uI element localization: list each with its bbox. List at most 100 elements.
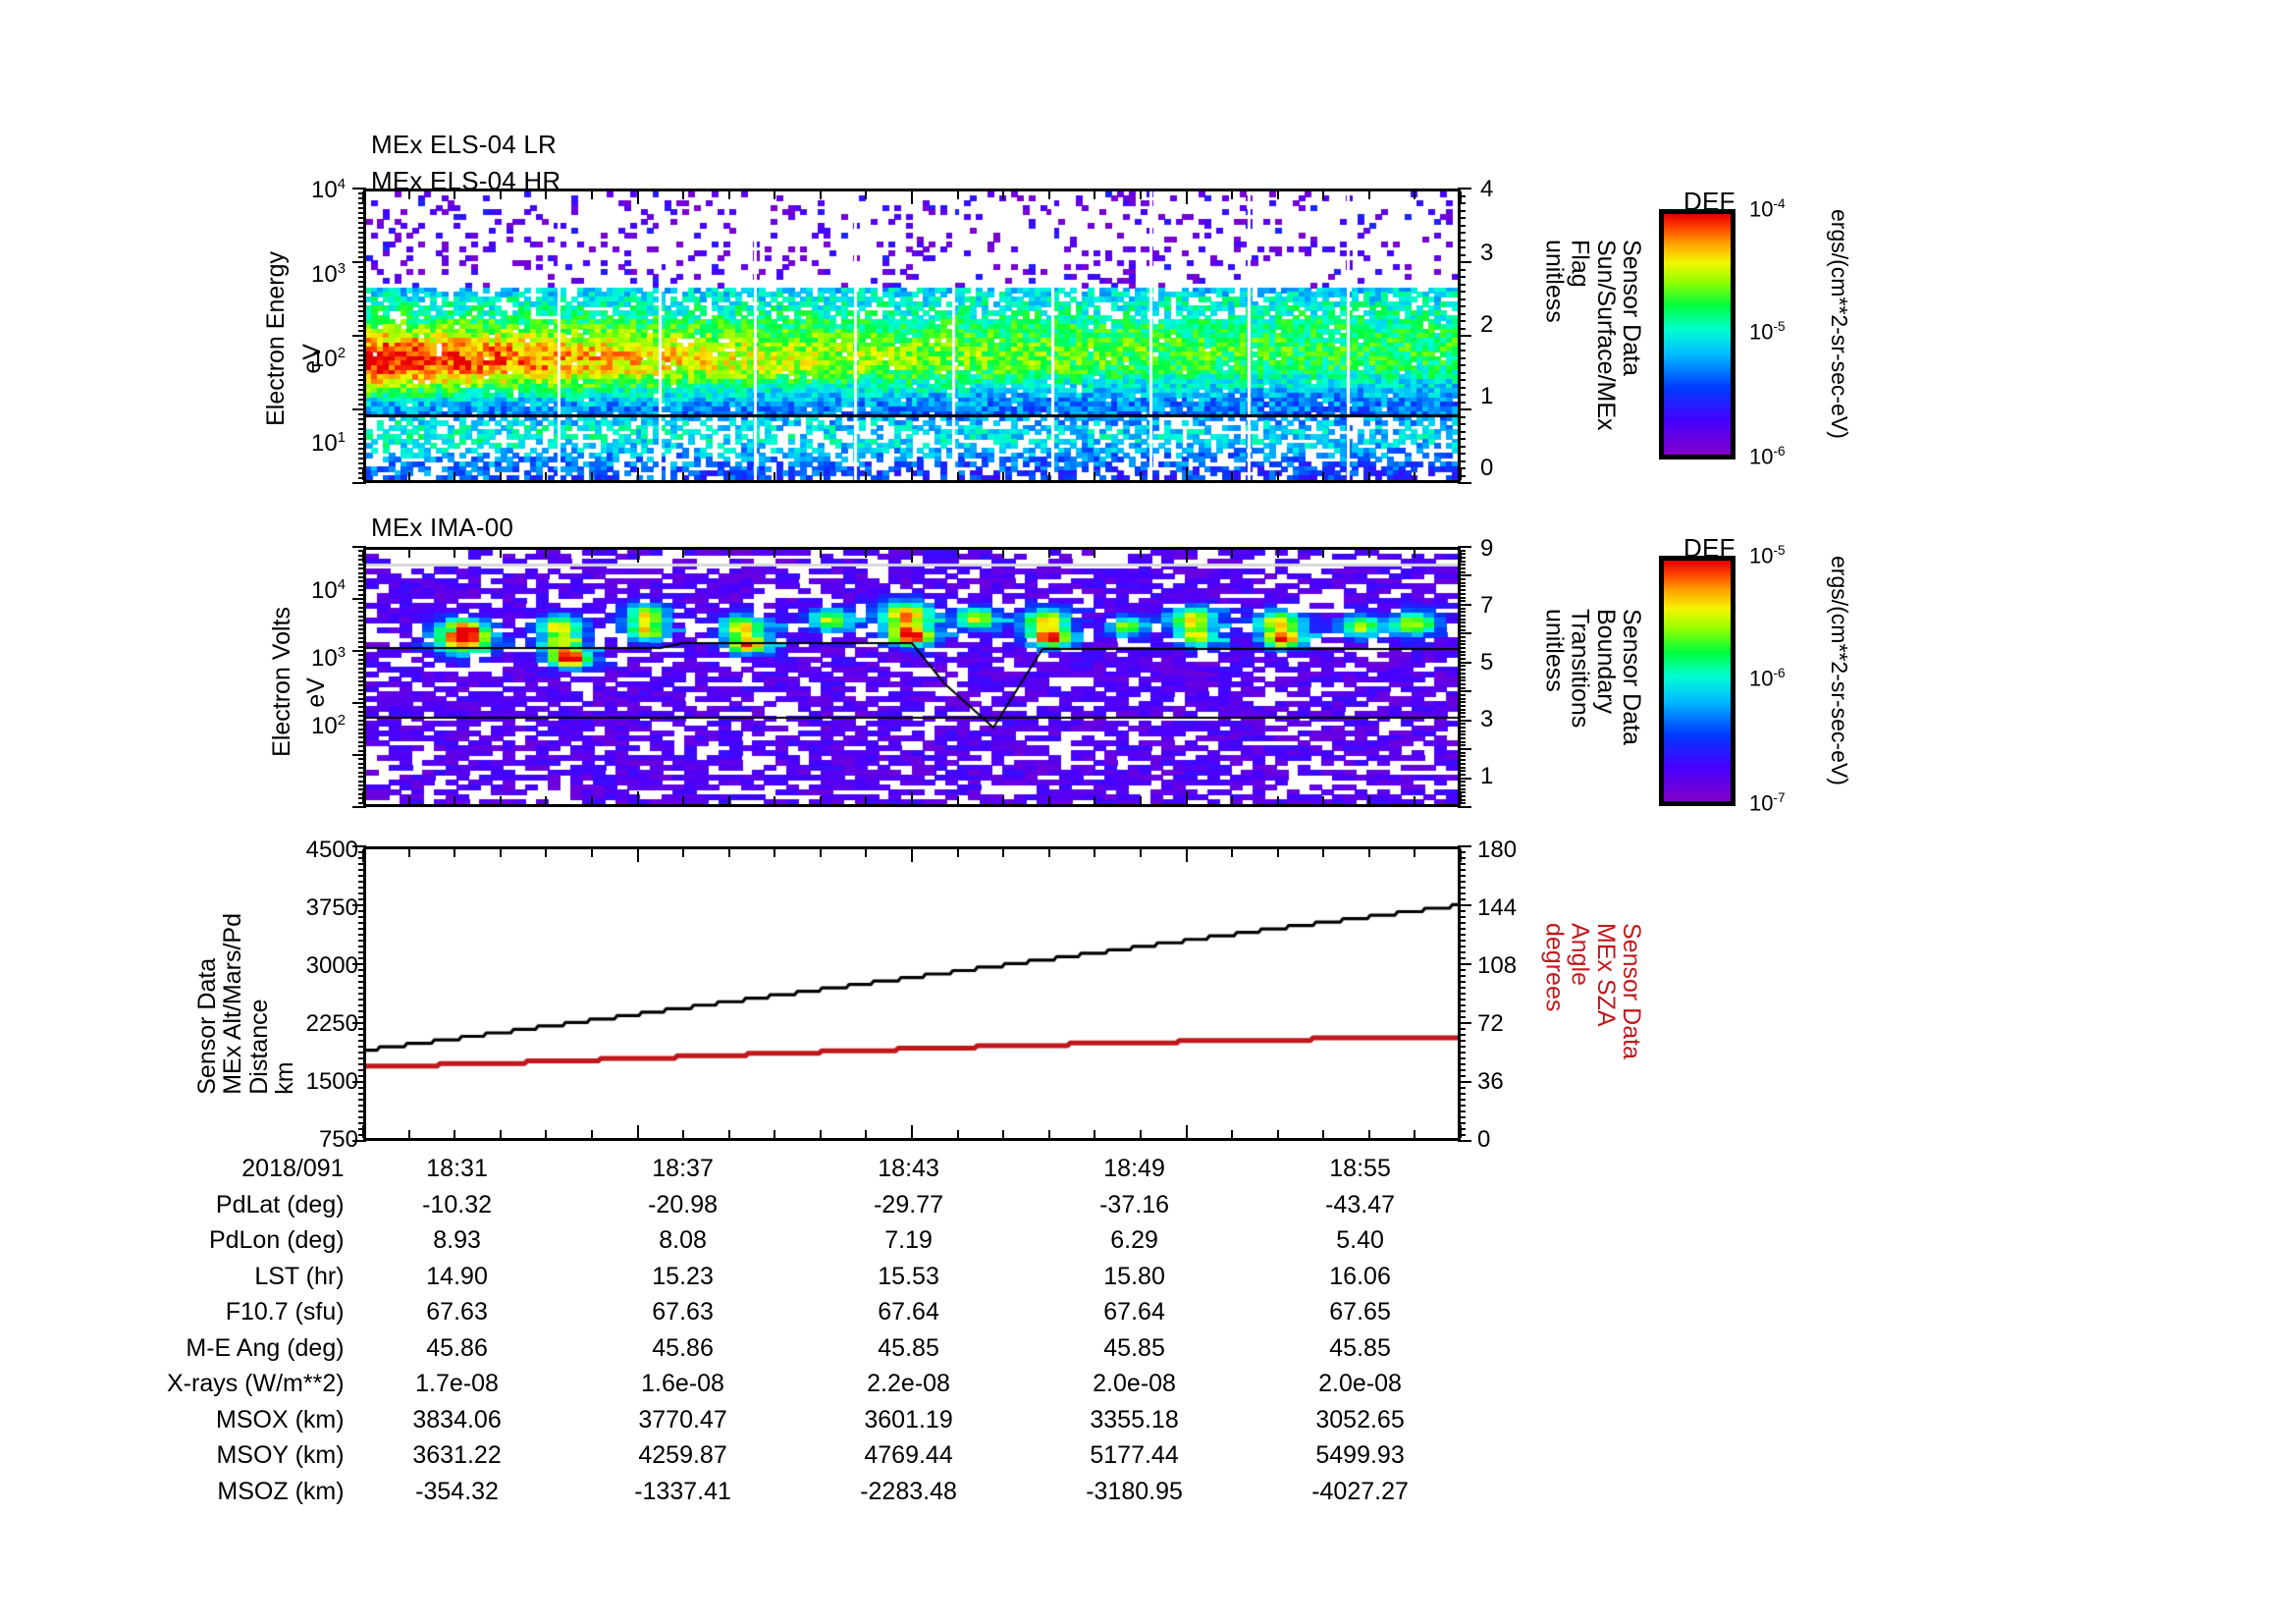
axis-tick (682, 191, 685, 199)
axis-tick (1094, 1130, 1096, 1138)
axis-tick (1094, 550, 1096, 558)
table-cell: 45.85 (878, 1333, 939, 1362)
axis-tick (1458, 857, 1466, 859)
ima-spectrogram-panel[interactable] (363, 547, 1461, 807)
axis-tick (1047, 796, 1050, 804)
axis-tick (358, 706, 366, 709)
axis-tick (1458, 740, 1466, 743)
axis-tick (1458, 415, 1466, 418)
sza-ytick-0: 0 (1477, 1126, 1491, 1153)
sza-ytick-144: 144 (1477, 894, 1518, 921)
axis-tick (358, 728, 366, 730)
axis-tick (499, 1130, 502, 1138)
axis-tick (636, 191, 639, 204)
axis-tick (1458, 940, 1466, 942)
axis-tick (358, 1075, 366, 1077)
axis-tick (358, 658, 366, 661)
axis-tick (358, 641, 366, 644)
axis-tick (1002, 191, 1005, 199)
axis-tick (1458, 676, 1466, 678)
axis-tick (956, 1130, 959, 1138)
axis-tick (358, 881, 366, 883)
axis-tick (911, 1125, 913, 1138)
sza-ytick-36: 36 (1477, 1068, 1504, 1095)
axis-tick (1458, 794, 1466, 797)
axis-tick (1047, 550, 1050, 558)
axis-tick (358, 296, 366, 298)
table-row-label: MSOX (km) (216, 1405, 345, 1434)
axis-tick (1458, 585, 1466, 588)
axis-tick (358, 620, 366, 622)
axis-tick (956, 849, 959, 857)
table-cell: 1.7e-08 (415, 1370, 499, 1397)
axis-tick (1458, 737, 1466, 740)
axis-tick (454, 191, 456, 199)
axis-tick (1458, 643, 1466, 646)
axis-tick (1002, 550, 1005, 558)
axis-tick (1094, 796, 1096, 804)
axis-tick (956, 191, 959, 199)
table-row-label: LST (hr) (254, 1262, 345, 1290)
axis-tick (1458, 798, 1466, 801)
axis-tick (819, 796, 822, 804)
alt-left-axis-label: Sensor Data MEx Alt/Mars/Pd Distance km (193, 913, 298, 1095)
axis-tick (358, 291, 366, 293)
ephemeris-table-body: 2018/091 18:31 18:37 18:43 18:49 18:55 PdLat (… (167, 1151, 1473, 1509)
axis-tick (727, 1130, 730, 1138)
axis-tick (358, 1087, 366, 1089)
table-row: M-E Ang (deg) 45.86 45.86 45.85 45.85 45.85 (167, 1330, 1473, 1367)
axis-tick (1458, 806, 1471, 808)
axis-tick (1458, 394, 1466, 396)
axis-tick (358, 593, 366, 596)
alt-line-panel[interactable] (363, 846, 1461, 1141)
axis-tick (352, 546, 366, 548)
axis-tick (1458, 1093, 1466, 1095)
axis-tick (1458, 665, 1466, 668)
axis-tick (1458, 581, 1466, 584)
axis-tick (1458, 661, 1471, 664)
els-spectrogram-panel[interactable] (363, 189, 1461, 483)
axis-tick (1414, 191, 1416, 199)
axis-tick (1458, 467, 1466, 469)
axis-tick (358, 242, 366, 243)
axis-tick (545, 796, 548, 804)
axis-tick (358, 413, 366, 415)
table-cell: 3355.18 (1090, 1405, 1179, 1434)
alt-ytick-2250: 2250 (305, 1010, 358, 1037)
axis-tick (1458, 445, 1466, 448)
table-cell: -3180.95 (1086, 1477, 1183, 1505)
axis-tick (1458, 408, 1471, 410)
axis-tick (1458, 751, 1466, 754)
alt-ytick-1500: 1500 (305, 1068, 358, 1095)
axis-tick (1139, 1130, 1142, 1138)
axis-tick (358, 1116, 366, 1118)
axis-tick (1458, 276, 1466, 278)
axis-tick (1458, 560, 1466, 563)
sza-ytick-72: 72 (1477, 1010, 1504, 1037)
table-cell: 5.40 (1336, 1226, 1384, 1254)
axis-tick (1458, 1004, 1466, 1006)
axis-tick (358, 251, 366, 253)
table-cell: 67.64 (878, 1298, 939, 1325)
axis-tick (819, 191, 822, 199)
axis-tick (1094, 849, 1096, 857)
axis-tick (911, 467, 913, 480)
axis-tick (1458, 708, 1466, 711)
axis-tick (352, 482, 366, 484)
axis-tick (1458, 453, 1466, 455)
axis-tick (1458, 246, 1466, 248)
table-cell: -4027.27 (1311, 1477, 1409, 1505)
axis-tick (545, 550, 548, 558)
axis-tick (358, 688, 366, 691)
axis-tick (1458, 460, 1466, 462)
axis-tick (454, 472, 456, 480)
axis-tick (358, 584, 366, 587)
table-row: MSOY (km) 3631.22 4259.87 4769.44 5177.44 549… (167, 1437, 1473, 1474)
axis-tick (865, 849, 868, 857)
axis-tick (1460, 467, 1462, 480)
axis-tick (1458, 784, 1466, 786)
axis-tick (1458, 1134, 1466, 1136)
els-ytick-1e4: 104 (311, 177, 346, 203)
axis-tick (1458, 730, 1466, 732)
table-cell: 45.86 (426, 1333, 488, 1362)
